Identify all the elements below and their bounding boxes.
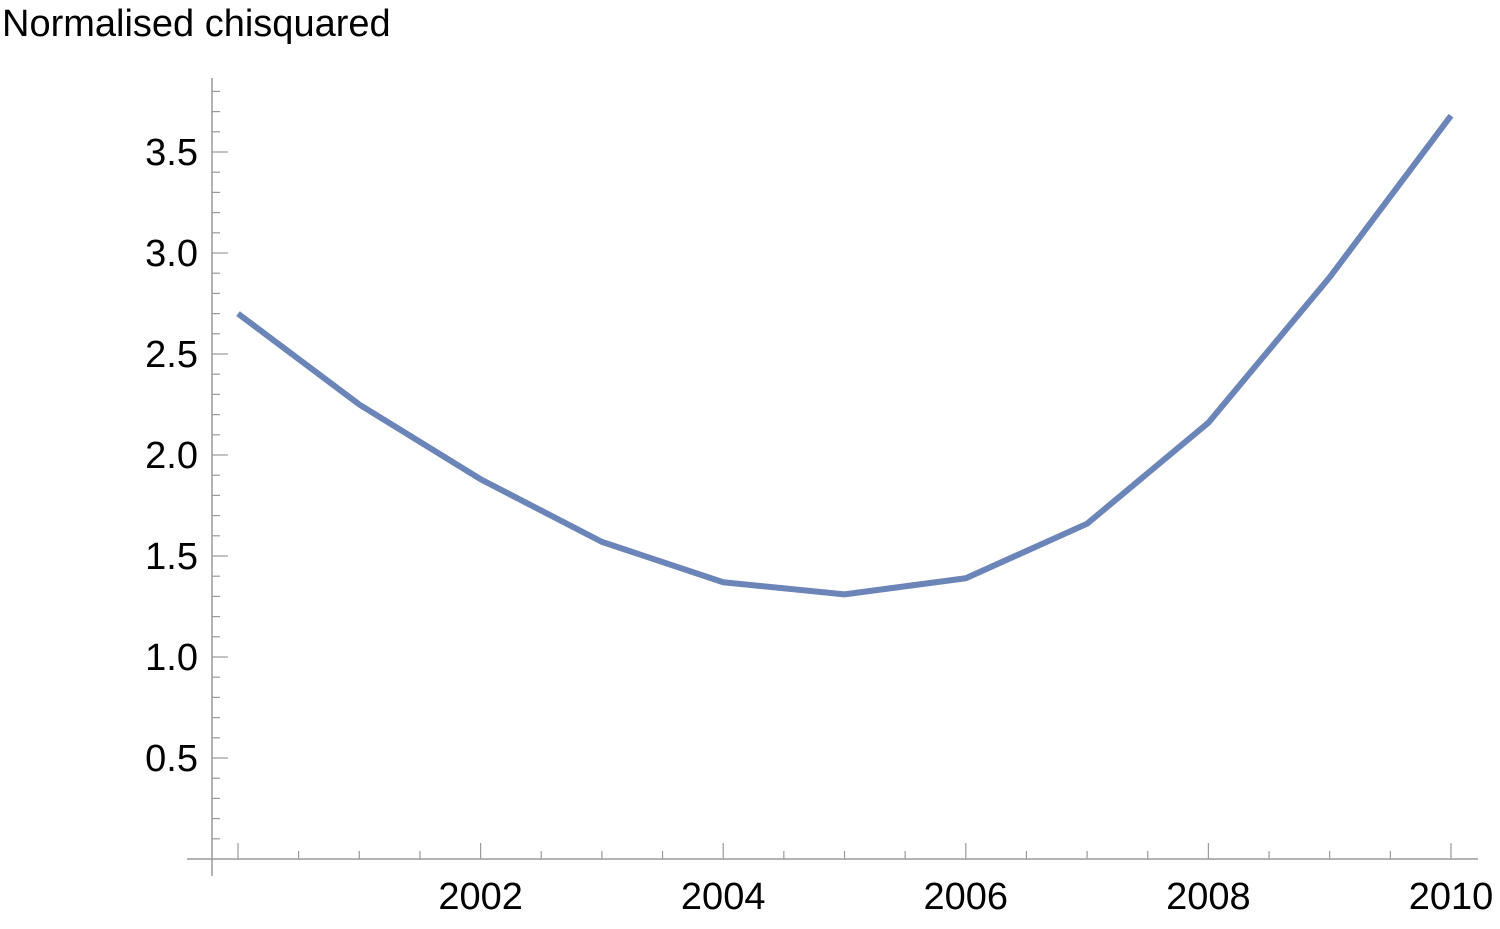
y-axis-label: Normalised chisquared	[2, 3, 391, 45]
y-tick-label: 0.5	[145, 738, 198, 780]
y-tick-label: 1.5	[145, 536, 198, 578]
tick-labels: 2002 2004 2006 2008 2010 0.5 1.0 1.5 2.0 2.5 3.0 3.…	[145, 132, 1493, 918]
ticks	[212, 90, 1452, 859]
x-tick-label: 2006	[924, 876, 1009, 918]
series-line-0	[236, 113, 1454, 598]
axes	[187, 78, 1478, 876]
y-tick-label: 2.0	[145, 435, 198, 477]
x-tick-label: 2002	[438, 876, 523, 918]
x-tick-label: 2010	[1409, 876, 1494, 918]
y-tick-label: 2.5	[145, 334, 198, 376]
series	[236, 113, 1454, 598]
x-tick-label: 2008	[1166, 876, 1251, 918]
y-tick-label: 3.5	[145, 132, 198, 174]
y-tick-label: 3.0	[145, 233, 198, 275]
x-tick-label: 2004	[681, 876, 766, 918]
y-tick-label: 1.0	[145, 637, 198, 679]
